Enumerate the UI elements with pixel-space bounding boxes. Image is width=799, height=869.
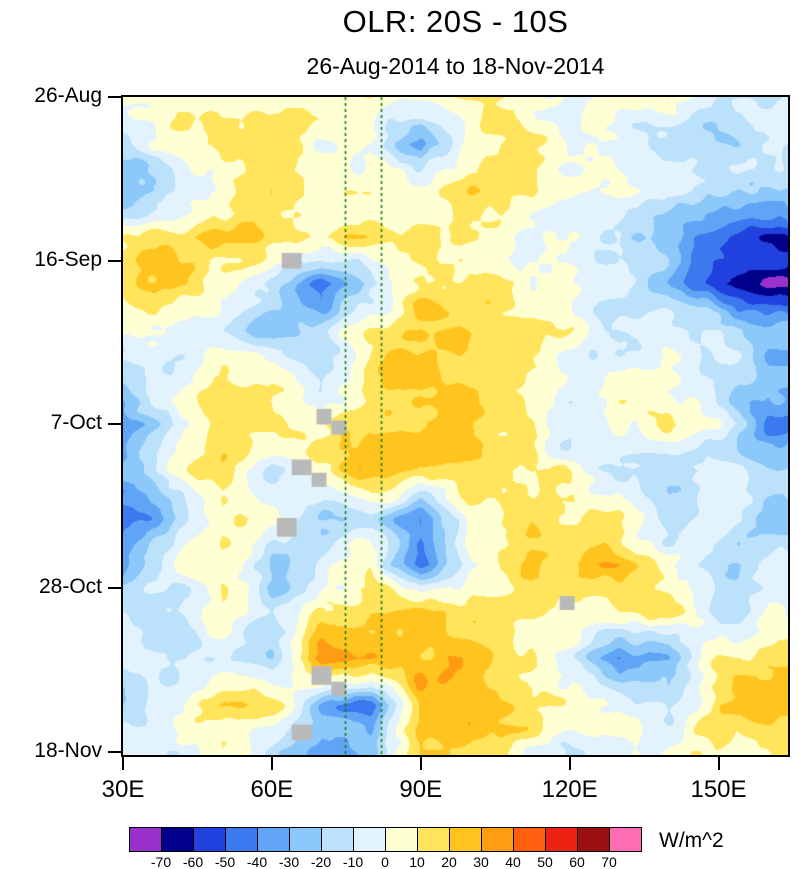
plot-area (121, 95, 790, 757)
x-axis-tick (122, 757, 124, 770)
colorbar-cell (161, 827, 194, 852)
y-axis-tick (108, 750, 122, 753)
y-axis-tick-label: 26-Aug (34, 84, 102, 107)
colorbar-cell (321, 827, 354, 852)
colorbar-cell (353, 827, 386, 852)
colorbar-cell (225, 827, 258, 852)
colorbar-cell (577, 827, 610, 852)
colorbar-cell (385, 827, 418, 852)
y-axis-tick (108, 259, 122, 262)
colorbar-cell (513, 827, 546, 852)
chart-title: OLR: 20S - 10S (342, 4, 569, 39)
colorbar-tick-label: 0 (381, 854, 389, 869)
colorbar-tick-label: 20 (441, 854, 457, 869)
colorbar-tick-label: 70 (601, 854, 617, 869)
colorbar-tick-label: 30 (473, 854, 489, 869)
y-axis-tick-label: 28-Oct (38, 575, 102, 599)
x-axis-tick (270, 757, 273, 770)
hovmoller-canvas (123, 97, 788, 755)
colorbar-tick-label: -30 (278, 854, 300, 869)
x-axis-tick-label: 60E (250, 776, 294, 803)
colorbar-cell (257, 827, 290, 852)
y-axis-tick (108, 96, 122, 98)
colorbar-cell (449, 827, 482, 852)
colorbar-tick-label: -50 (214, 854, 236, 869)
colorbar-tick-label: -60 (182, 854, 204, 869)
colorbar-cell (545, 827, 578, 852)
colorbar-tick-label: 60 (569, 854, 585, 869)
colorbar-cell (417, 827, 450, 852)
colorbar-tick-label: 40 (505, 854, 521, 869)
y-axis-tick-label: 18-Nov (34, 738, 102, 762)
x-axis-tick-label: 90E (399, 776, 443, 803)
x-axis-tick (419, 757, 422, 770)
chart-subtitle: 26-Aug-2014 to 18-Nov-2014 (306, 53, 605, 79)
x-axis-tick (717, 757, 720, 770)
x-axis-tick-label: 30E (101, 776, 145, 803)
x-axis-tick (568, 757, 571, 770)
colorbar-tick-label: -40 (246, 854, 268, 869)
colorbar-cell (289, 827, 322, 852)
colorbar-cell (481, 827, 514, 852)
colorbar-cell (193, 827, 226, 852)
colorbar-tick-label: 10 (409, 854, 425, 869)
colorbar-units-label: W/m^2 (659, 829, 724, 852)
y-axis-tick (108, 423, 122, 426)
colorbar-tick-label: -70 (150, 854, 172, 869)
colorbar-tick-label: -10 (342, 854, 364, 869)
colorbar-cell (129, 827, 162, 852)
colorbar-tick-label: 50 (537, 854, 553, 869)
y-axis-tick-label: 16-Sep (34, 247, 102, 271)
x-axis-tick-label: 150E (690, 776, 747, 803)
x-axis-tick-label: 120E (541, 776, 598, 803)
colorbar-cell (609, 827, 642, 852)
colorbar-tick-label: -20 (310, 854, 332, 869)
y-axis-tick (108, 587, 122, 590)
y-axis-tick-label: 7-Oct (50, 411, 102, 435)
